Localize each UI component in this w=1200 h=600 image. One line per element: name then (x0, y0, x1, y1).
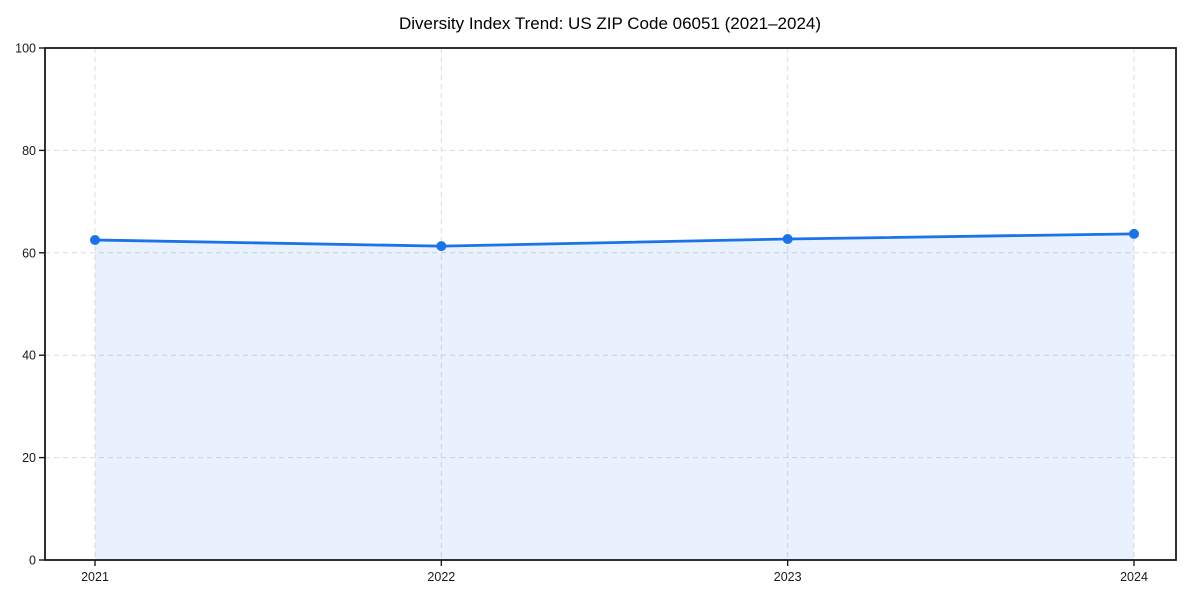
data-point-2024 (1129, 228, 1139, 239)
data-point-2023 (782, 233, 793, 244)
data-point-2021 (90, 235, 100, 245)
x-tick-label: 2024 (1120, 570, 1148, 584)
trend-line (93, 232, 1136, 248)
y-tick-label: 0 (29, 554, 36, 568)
y-tick-label: 40 (22, 349, 36, 363)
plot-border (44, 47, 1177, 561)
x-tick-label: 2021 (81, 570, 109, 584)
y-tick-label: 100 (15, 42, 36, 56)
plot-area: 0 20 40 60 80 100 2021 2022 2023 2024 (15, 42, 1177, 584)
y-tick-label: 80 (22, 144, 36, 158)
chart-title: Diversity Index Trend: US ZIP Code 06051… (399, 14, 821, 33)
y-tick-label: 20 (22, 451, 36, 465)
area-fill (95, 233, 1134, 560)
data-point-2022 (436, 241, 447, 252)
y-tick-label: 60 (22, 246, 36, 260)
x-tick-label: 2023 (774, 570, 802, 584)
x-tick-label: 2022 (427, 570, 455, 584)
